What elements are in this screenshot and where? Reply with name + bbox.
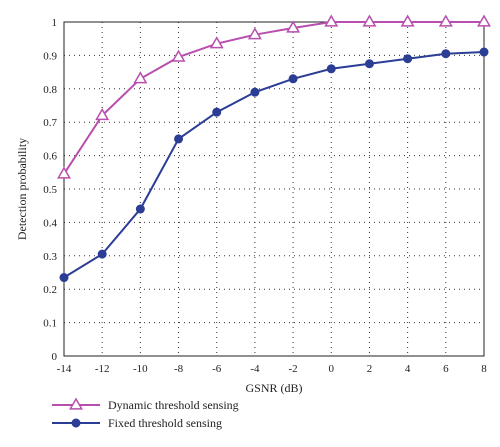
x-tick-label: -14: [57, 363, 72, 375]
x-tick-label: -8: [174, 363, 184, 375]
y-tick-label: 1: [52, 17, 58, 29]
y-tick-label: 0.6: [43, 151, 57, 163]
ticks: -14 -12 -10 -8 -6 -4 -2 0 2 4 6 8 0 0.1 0.2 0.3 0.4 0.5 0.…: [43, 17, 487, 375]
x-tick-label: -4: [250, 363, 260, 375]
data-point: [209, 36, 224, 49]
y-tick-label: 0.9: [43, 50, 57, 62]
data-point: [477, 14, 491, 27]
series-group: [57, 14, 491, 283]
data-point: [212, 107, 222, 117]
y-axis-label: Detection probability: [15, 138, 29, 240]
y-tick-label: 0.1: [43, 318, 57, 330]
data-point: [324, 14, 339, 27]
legend-label: Dynamic threshold sensing: [108, 398, 239, 412]
data-point: [59, 273, 69, 283]
data-point: [288, 74, 298, 84]
data-point: [403, 54, 413, 64]
data-point: [250, 87, 260, 97]
plot-frame: [63, 21, 485, 357]
grid: [64, 22, 484, 356]
y-tick-label: 0.2: [43, 284, 57, 296]
data-point: [364, 59, 374, 69]
data-point: [362, 14, 377, 27]
data-point: [441, 49, 451, 59]
y-tick-label: 0.5: [43, 184, 57, 196]
data-point: [171, 49, 186, 62]
x-tick-label: -12: [95, 363, 110, 375]
data-point: [135, 204, 145, 214]
data-point: [174, 134, 184, 144]
series-line: [63, 51, 485, 279]
legend-marker: [71, 418, 81, 428]
x-tick-label: -6: [212, 363, 222, 375]
data-point: [133, 71, 148, 84]
legend: Dynamic threshold sensing Fixed threshold…: [52, 397, 239, 430]
x-tick-label: 4: [405, 363, 411, 375]
data-point: [400, 14, 415, 27]
x-tick-label: 0: [329, 363, 335, 375]
data-point: [97, 249, 107, 259]
y-tick-label: 0.8: [43, 84, 57, 96]
data-point: [326, 64, 336, 74]
y-tick-label: 0.4: [43, 217, 57, 229]
series-1: [57, 14, 491, 179]
y-tick-label: 0.7: [43, 117, 57, 129]
legend-marker: [69, 397, 83, 410]
legend-label: Fixed threshold sensing: [108, 416, 222, 430]
data-point: [247, 27, 262, 40]
data-point: [438, 14, 453, 27]
y-tick-label: 0.3: [43, 251, 57, 263]
data-point: [95, 108, 110, 121]
y-tick-label: 0: [52, 351, 58, 363]
x-tick-label: 2: [367, 363, 373, 375]
x-tick-label: -10: [133, 363, 148, 375]
data-point: [479, 47, 489, 57]
x-axis-label: GSNR (dB): [245, 381, 302, 395]
series-2: [59, 47, 489, 283]
x-tick-label: 6: [443, 363, 449, 375]
x-tick-label: -2: [289, 363, 298, 375]
series-line: [63, 21, 484, 175]
data-point: [57, 166, 71, 179]
x-tick-label: 8: [481, 363, 487, 375]
data-point: [286, 20, 301, 33]
